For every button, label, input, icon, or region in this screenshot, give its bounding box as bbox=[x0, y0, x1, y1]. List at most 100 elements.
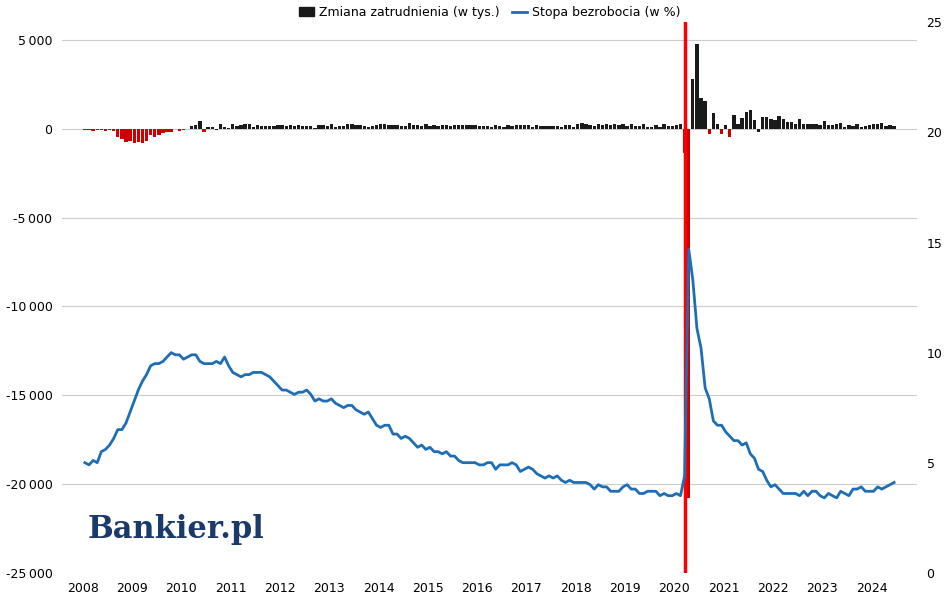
Bar bbox=[247, 124, 251, 129]
Bar bbox=[416, 125, 419, 129]
Bar bbox=[547, 126, 551, 129]
Bar bbox=[116, 129, 119, 137]
Bar bbox=[137, 129, 140, 142]
Bar bbox=[515, 126, 518, 129]
Bar bbox=[83, 129, 86, 130]
Bar bbox=[482, 126, 485, 129]
Bar bbox=[325, 126, 329, 129]
Bar bbox=[864, 126, 867, 129]
Bar bbox=[268, 126, 271, 129]
Bar bbox=[404, 126, 407, 129]
Bar bbox=[757, 129, 760, 132]
Bar bbox=[161, 129, 165, 133]
Bar bbox=[613, 124, 616, 129]
Bar bbox=[362, 126, 366, 129]
Bar bbox=[321, 125, 325, 129]
Bar bbox=[145, 129, 148, 141]
Bar bbox=[411, 125, 415, 129]
Bar bbox=[880, 123, 884, 129]
Bar bbox=[190, 126, 193, 129]
Bar bbox=[313, 128, 317, 129]
Bar bbox=[309, 126, 313, 129]
Bar bbox=[128, 129, 132, 141]
Bar bbox=[202, 129, 206, 132]
Bar bbox=[629, 124, 633, 129]
Bar bbox=[867, 125, 871, 129]
Bar bbox=[494, 126, 498, 129]
Bar bbox=[732, 115, 736, 129]
Bar bbox=[473, 125, 477, 129]
Bar bbox=[490, 127, 493, 129]
Bar bbox=[559, 127, 563, 129]
Bar bbox=[374, 126, 378, 129]
Bar bbox=[342, 126, 345, 129]
Bar bbox=[650, 127, 653, 129]
Bar bbox=[510, 126, 514, 129]
Bar bbox=[214, 129, 218, 130]
Bar bbox=[198, 121, 202, 129]
Bar bbox=[609, 125, 612, 129]
Bar bbox=[765, 117, 769, 129]
Bar bbox=[399, 126, 403, 129]
Bar bbox=[235, 126, 239, 129]
Bar bbox=[753, 120, 757, 129]
Bar bbox=[848, 125, 850, 129]
Bar bbox=[231, 124, 234, 129]
Bar bbox=[654, 125, 658, 129]
Bar bbox=[227, 127, 230, 129]
Bar bbox=[436, 126, 440, 129]
Bar bbox=[182, 129, 185, 130]
Bar bbox=[337, 126, 341, 129]
Bar bbox=[157, 129, 160, 135]
Bar bbox=[793, 124, 797, 129]
Bar bbox=[835, 124, 838, 129]
Bar bbox=[465, 124, 468, 129]
Bar bbox=[802, 124, 806, 129]
Bar bbox=[716, 124, 720, 129]
Bar bbox=[592, 126, 596, 129]
Bar bbox=[223, 127, 227, 129]
Bar bbox=[830, 125, 834, 129]
Bar bbox=[441, 124, 444, 129]
Bar bbox=[576, 124, 579, 129]
Bar bbox=[367, 127, 370, 129]
Bar bbox=[626, 126, 629, 129]
Bar bbox=[445, 126, 448, 129]
Bar bbox=[96, 129, 99, 130]
Bar bbox=[207, 127, 210, 129]
Bar bbox=[642, 124, 646, 129]
Bar bbox=[519, 125, 522, 129]
Bar bbox=[749, 110, 752, 129]
Legend: Zmiana zatrudnienia (w tys.), Stopa bezrobocia (w %): Zmiana zatrudnienia (w tys.), Stopa bezr… bbox=[294, 1, 685, 24]
Bar bbox=[621, 124, 625, 129]
Bar bbox=[798, 120, 801, 129]
Bar bbox=[839, 123, 843, 129]
Bar bbox=[453, 125, 456, 129]
Bar bbox=[851, 126, 855, 129]
Bar bbox=[408, 123, 411, 129]
Bar bbox=[601, 126, 604, 129]
Bar bbox=[244, 124, 246, 129]
Bar bbox=[498, 126, 501, 129]
Bar bbox=[239, 125, 243, 129]
Bar bbox=[827, 124, 830, 129]
Bar bbox=[165, 129, 169, 132]
Bar bbox=[761, 117, 764, 129]
Bar bbox=[288, 126, 292, 129]
Bar bbox=[371, 126, 374, 129]
Bar bbox=[818, 125, 822, 129]
Bar bbox=[527, 125, 530, 129]
Bar bbox=[457, 124, 461, 129]
Bar bbox=[103, 129, 107, 131]
Bar bbox=[568, 126, 572, 129]
Bar bbox=[276, 124, 280, 129]
Bar bbox=[256, 125, 259, 129]
Bar bbox=[633, 126, 637, 129]
Bar bbox=[728, 129, 732, 137]
Bar bbox=[855, 124, 859, 129]
Bar bbox=[724, 125, 727, 129]
Bar bbox=[448, 126, 452, 129]
Bar bbox=[843, 127, 847, 129]
Bar bbox=[823, 121, 826, 129]
Bar bbox=[670, 126, 674, 129]
